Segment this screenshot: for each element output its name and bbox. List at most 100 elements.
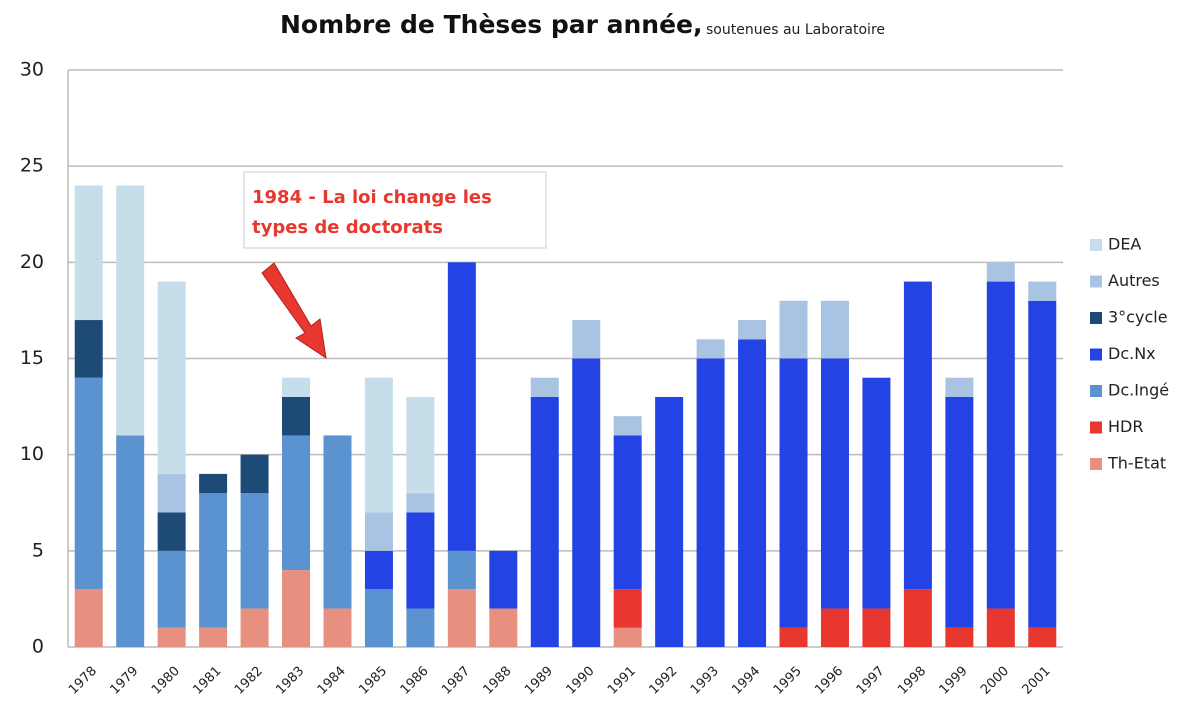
legend-swatch [1090,458,1102,470]
bar-segment [862,377,891,609]
bar-segment [406,493,435,513]
bar-segment [116,185,145,436]
bar-segment [74,185,103,321]
bar-segment [613,627,642,647]
bar-segment [779,627,808,647]
x-tick-label: 1991 [605,664,639,698]
legend-label: DEA [1108,235,1141,254]
bar-segment [364,377,393,513]
x-tick-label: 1998 [895,664,929,698]
x-tick-label: 1999 [937,664,971,698]
bar-segment [572,320,601,359]
bar-segment [530,377,559,397]
x-tick-label: 1989 [522,664,556,698]
bar-segment [986,281,1015,609]
bar-segment [820,300,849,359]
bar-segment [199,473,228,494]
x-tick-label: 1983 [273,664,307,698]
bar-segment [779,358,808,628]
bar-segment [820,608,849,647]
legend-label: 3°cycle [1108,308,1168,327]
x-tick-label: 1978 [66,664,100,698]
x-tick-label: 2001 [1020,664,1054,698]
bar-segment [364,589,393,647]
legend-swatch [1090,239,1102,251]
annotation-box [243,171,547,249]
bar-segment [820,358,849,609]
bar-segment [199,627,228,647]
bar-segment [406,512,435,609]
bar-segment [240,454,269,494]
legend-swatch [1090,385,1102,397]
bar-segment [613,589,642,628]
x-tick-label: 1981 [190,664,224,698]
y-tick-label: 15 [20,347,44,369]
bar-segment [282,570,311,647]
bar-segment [157,281,186,474]
x-tick-label: 1997 [854,664,888,698]
bar-segment [447,589,476,647]
annotation: 1984 - La loi change les [252,187,492,208]
bar-segment [282,396,311,436]
annotation: types de doctorats [252,217,443,238]
x-tick-label: 2000 [978,664,1012,698]
bar-segment [489,550,518,609]
y-tick-label: 30 [20,59,44,81]
x-tick-label: 1990 [564,664,598,698]
bar-segment [157,512,186,551]
legend-label: Autres [1108,271,1160,290]
bar-segment [986,608,1015,647]
bar-segment [323,608,352,647]
legend-swatch [1090,275,1102,288]
x-tick-label: 1993 [688,664,722,698]
x-tick-label: 1984 [315,664,349,698]
bar-segment [199,493,228,628]
legend-label: Th-Etat [1107,454,1166,473]
x-tick-label: 1994 [729,664,763,698]
bar-segment [945,627,974,647]
legend-swatch [1090,312,1102,324]
bar-segment [613,435,642,590]
bar-segment [655,396,684,647]
bar-segment [986,262,1015,282]
x-tick-label: 1986 [398,664,432,698]
bar-segment [696,339,725,359]
bar-segment [157,627,186,647]
bar-segment [738,320,767,340]
bar-segment [157,473,186,513]
x-tick-label: 1987 [439,664,473,698]
annotation-arrow [261,262,327,360]
legend-label: Dc.Nx [1108,344,1156,363]
x-tick-label: 1996 [812,664,846,698]
bar-segment [447,262,476,551]
y-tick-label: 20 [20,251,44,273]
bar-segment [945,396,974,628]
bar-segment [74,377,103,590]
x-tick-label: 1992 [646,664,680,698]
bar-segment [157,550,186,628]
bar-segment [572,358,601,647]
bar-segment [1028,627,1057,647]
y-tick-label: 5 [32,539,44,561]
x-tick-label: 1982 [232,664,266,698]
bar-segment [903,281,932,590]
bar-segment [1028,300,1057,628]
bar-segment [1028,281,1057,301]
bar-segment [74,320,103,378]
x-tick-label: 1988 [481,664,515,698]
legend-label: Dc.Ingé [1108,381,1169,400]
y-tick-label: 0 [32,636,44,658]
bar-segment [282,435,311,571]
bar-segment [323,435,352,609]
legend-swatch [1090,421,1102,434]
bar-segment [530,396,559,647]
bar-segment [74,589,103,647]
x-tick-label: 1980 [149,664,183,698]
bar-segment [406,396,435,494]
bar-segment [240,493,269,609]
bar-segment [447,550,476,590]
chart-title: Nombre de Thèses par année, [280,10,703,39]
bar-segment [696,358,725,647]
bar-segment [116,435,145,647]
